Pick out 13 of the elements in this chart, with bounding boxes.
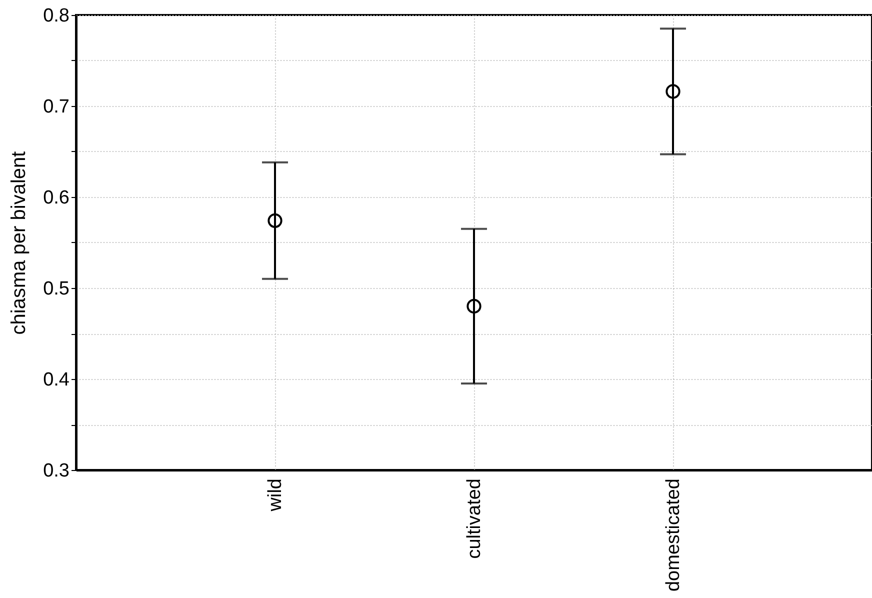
x-tick-label: wild	[265, 478, 286, 512]
y-tick-label: 0.5	[43, 278, 70, 300]
point	[666, 84, 680, 99]
point	[466, 298, 482, 314]
y-tick-label: 0.4	[43, 370, 70, 390]
point	[268, 213, 282, 228]
y-tick-label: 0.7	[43, 96, 70, 118]
x-tick-label: domesticated	[663, 478, 684, 592]
y-tick-label: 0.3	[43, 460, 70, 482]
y-tick-label: 0.6	[43, 188, 70, 208]
y-tick-label: 0.8	[43, 6, 70, 26]
y-axis-title: chiasma per bivalent	[8, 150, 30, 335]
x-tick-label: cultivated	[464, 478, 485, 559]
